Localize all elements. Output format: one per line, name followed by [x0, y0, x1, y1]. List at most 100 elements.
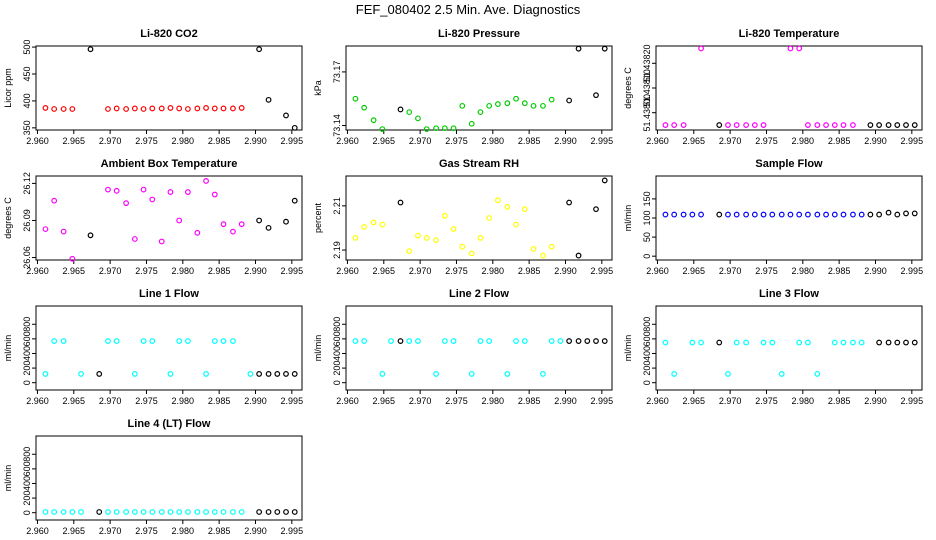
panels: Li-820 CO2 2.960 2.965 2.970 2.975 2.980 2.985… [3, 28, 923, 536]
data-point-colored [379, 221, 386, 228]
data-point-colored [513, 95, 519, 102]
plot-frame [345, 175, 613, 261]
data-point-black [265, 96, 272, 103]
data-point-black [903, 210, 909, 217]
data-point-colored [468, 250, 475, 257]
x-tick-label: 2.960 [646, 266, 669, 276]
x-tick-label: 2.975 [755, 396, 778, 406]
data-point-colored [486, 338, 493, 344]
data-point-black [291, 509, 298, 515]
data-point-colored [513, 221, 519, 228]
data-point-colored [477, 109, 484, 116]
panel-line-3-flow: Line 3 Flow 2.960 2.965 2.970 2.975 2.980 2.98… [623, 288, 923, 406]
data-point-colored [220, 105, 227, 112]
x-tick-label: 2.985 [208, 396, 231, 406]
data-point-colored [211, 105, 218, 112]
data-point-colored [352, 95, 359, 102]
data-point-black [885, 339, 892, 346]
data-point-black [274, 509, 281, 515]
data-point-colored [459, 243, 466, 250]
data-point-black [876, 339, 883, 346]
y-tick-label: 400 [642, 346, 652, 361]
data-point-colored [725, 122, 731, 128]
data-point-black [265, 224, 272, 231]
data-point-colored [176, 338, 183, 344]
x-tick-label: 2.995 [281, 526, 304, 536]
data-point-colored [194, 509, 201, 515]
y-tick-label: 51.43800 [642, 94, 652, 132]
x-tick-label: 2.970 [409, 266, 432, 276]
data-point-colored [78, 509, 84, 515]
panel-title: Li-820 Pressure [438, 28, 520, 40]
panel-title: Line 4 (LT) Flow [128, 418, 211, 430]
panel-title: Ambient Box Temperature [101, 158, 238, 170]
data-point-colored [140, 186, 147, 193]
data-point-colored [370, 219, 377, 226]
plot-frame [655, 175, 923, 261]
data-point-black [716, 339, 723, 346]
panel-title: Line 3 Flow [759, 288, 819, 300]
y-tick-label: 600 [332, 331, 342, 346]
data-point-colored [131, 105, 138, 112]
data-point-colored [450, 125, 457, 132]
data-point-colored [203, 509, 209, 515]
y-tick-label: 50 [642, 232, 652, 242]
data-point-colored [689, 211, 696, 218]
data-point-colored [352, 234, 359, 241]
data-point-black [894, 122, 901, 128]
data-point-colored [60, 338, 67, 344]
data-point-colored [804, 122, 811, 128]
data-point-colored [743, 211, 750, 218]
panel-line-1-flow: Line 1 Flow 2.960 2.965 2.970 2.975 2.980 2.98… [3, 288, 303, 406]
x-tick-label: 2.970 [719, 136, 742, 146]
data-point-black [593, 206, 599, 213]
x-tick-label: 2.965 [683, 266, 706, 276]
data-point-colored [787, 211, 794, 218]
x-tick-label: 2.960 [26, 266, 49, 276]
data-point-colored [220, 509, 227, 515]
data-point-colored [840, 122, 847, 128]
y-tick-label: 51.43810 [642, 69, 652, 107]
data-point-colored [60, 228, 67, 235]
x-tick-label: 2.985 [208, 266, 231, 276]
data-point-colored [778, 211, 785, 218]
x-tick-label: 2.965 [63, 526, 86, 536]
x-tick-label: 2.995 [281, 136, 304, 146]
data-point-colored [468, 371, 475, 377]
data-point-black [96, 371, 103, 377]
data-point-black [876, 122, 883, 128]
data-point-colored [513, 338, 519, 344]
data-point-colored [211, 509, 218, 515]
data-point-colored [131, 371, 138, 377]
data-point-colored [415, 338, 421, 344]
data-point-colored [540, 371, 546, 377]
x-tick-label: 2.990 [244, 136, 267, 146]
x-tick-label: 2.970 [99, 136, 122, 146]
x-tick-label: 2.995 [591, 266, 614, 276]
data-point-black [885, 209, 892, 216]
data-point-colored [804, 211, 811, 218]
x-tick-label: 2.985 [518, 136, 541, 146]
data-point-colored [450, 338, 457, 344]
data-point-colored [406, 338, 413, 344]
data-point-colored [733, 211, 740, 218]
x-tick-label: 2.975 [445, 396, 468, 406]
data-point-colored [831, 122, 838, 128]
data-point-colored [521, 206, 528, 213]
panel-title: Li-820 CO2 [140, 28, 197, 40]
data-point-black [876, 211, 883, 218]
data-point-colored [433, 125, 440, 132]
data-point-colored [158, 238, 165, 245]
x-tick-label: 2.970 [719, 266, 742, 276]
panel-title: Line 1 Flow [139, 288, 199, 300]
data-point-colored [680, 211, 687, 218]
data-point-colored [105, 106, 111, 112]
x-tick-label: 2.990 [554, 266, 577, 276]
data-point-black [575, 338, 582, 344]
data-point-colored [423, 234, 430, 241]
data-point-black [575, 252, 582, 259]
data-point-colored [406, 109, 413, 116]
data-point-colored [370, 117, 377, 124]
data-point-colored [662, 211, 669, 218]
data-point-black [291, 371, 298, 377]
